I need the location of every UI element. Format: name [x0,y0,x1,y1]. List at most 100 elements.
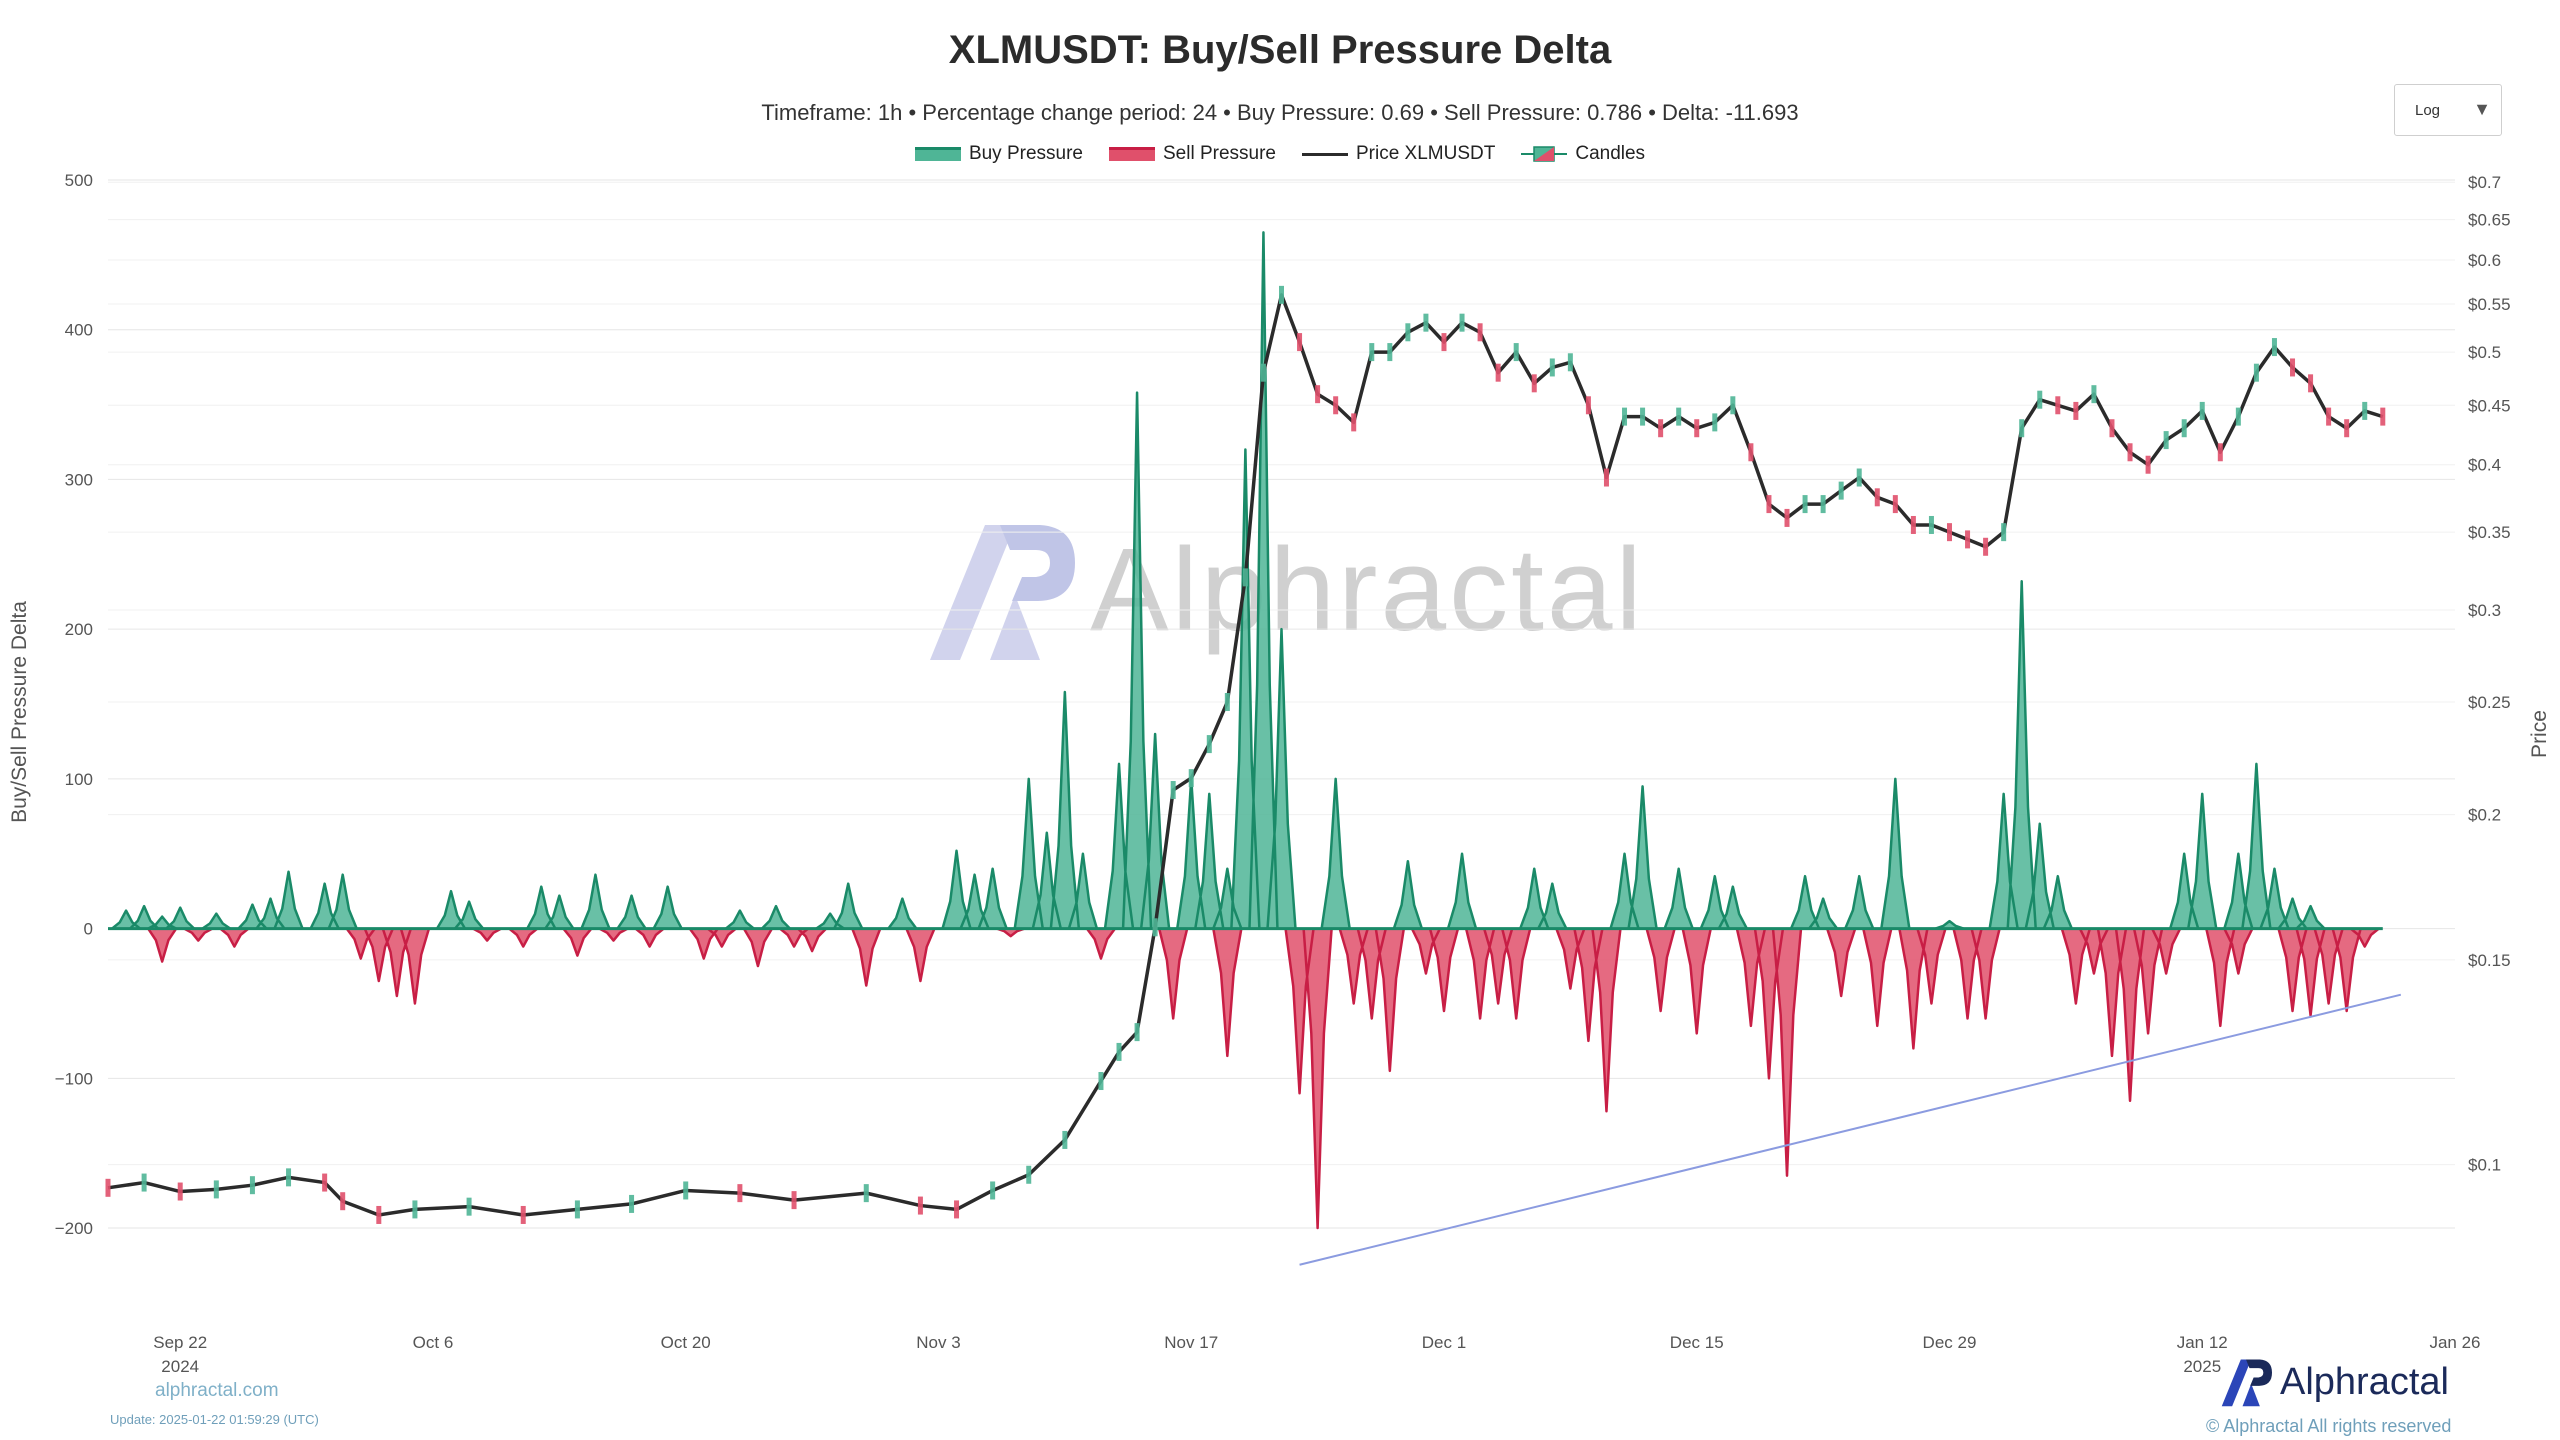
price-candle [2145,455,2151,474]
price-candle [1585,396,1591,415]
price-candle [1495,363,1501,382]
price-candle [1026,1165,1032,1184]
price-candle [2091,385,2097,404]
right-tick-label: $0.55 [2468,295,2511,314]
price-candle [1802,495,1808,514]
price-candle [249,1176,255,1195]
price-candle [1387,343,1393,362]
price-candle [2217,443,2223,462]
price-candle [2037,390,2043,409]
watermark: Alphractal [920,515,1645,665]
price-candle [2362,401,2368,420]
price-candle [2019,419,2025,438]
update-timestamp: Update: 2025-01-22 01:59:29 (UTC) [110,1412,319,1427]
x-tick-label: Dec 1 [1422,1333,1466,1352]
price-candle [520,1205,526,1224]
price-candle [1062,1130,1068,1149]
price-candle [1351,413,1357,432]
price-candle [2055,396,2061,415]
price-candle [1531,374,1537,393]
right-tick-label: $0.7 [2468,173,2501,192]
price-candle [1622,407,1628,426]
buy-pressure-area-outline [111,231,2326,930]
right-tick-label: $0.1 [2468,1156,2501,1175]
price-candle [917,1196,923,1215]
left-tick-label: 0 [84,920,93,939]
price-candle [1315,385,1321,404]
brand-text: Alphractal [2280,1360,2449,1403]
price-candle [1892,495,1898,514]
price-candle [1856,468,1862,487]
left-tick-label: −200 [55,1219,93,1238]
left-axis-ticks: 500 400 300 200 100 0 −100 −200 [55,171,93,1238]
price-candle [322,1173,328,1192]
legend-item-buy[interactable]: Buy Pressure [914,143,1083,165]
price-candle [1567,353,1573,372]
chart-legend: Buy Pressure Sell Pressure Price XLMUSDT… [0,143,2560,165]
price-candle [1549,358,1555,377]
candle-icon [1521,146,1568,162]
price-candle [1116,1042,1122,1061]
left-tick-label: −100 [55,1069,93,1088]
chevron-down-icon: ▼ [2473,99,2491,119]
price-candle [2271,338,2277,357]
left-tick-label: 500 [65,171,93,190]
price-candle [954,1200,960,1219]
legend-label-price: Price XLMUSDT [1355,143,1496,164]
x-tick-label: Sep 22 [153,1333,207,1352]
price-candle [1134,1023,1140,1042]
x-tick-label: Dec 15 [1670,1333,1724,1352]
price-candle [1676,407,1682,426]
price-candle [376,1205,382,1224]
legend-label-buy: Buy Pressure [968,143,1083,164]
scale-select-value: Log [2415,101,2441,119]
price-candle [1513,343,1519,362]
price-candle [340,1192,346,1211]
scale-select[interactable]: Log ▼ [2394,84,2502,136]
price-candle [1098,1072,1104,1091]
sell-pressure-area-outline [147,927,2380,1230]
alphractal-logo-icon [930,525,1075,660]
right-axis-ticks: $0.7 $0.65 $0.6 $0.55 $0.5 $0.45 $0.4 $0.35 $0.3… [2468,173,2511,1174]
price-candle [2073,401,2079,420]
y-axis-label-right: Price [2528,710,2551,758]
price-candle [1983,537,1989,556]
price-candle [863,1184,869,1203]
price-candle [2344,419,2350,438]
right-tick-label: $0.45 [2468,396,2511,415]
price-candle [2163,431,2169,450]
right-tick-label: $0.4 [2468,456,2501,475]
legend-item-candles[interactable]: Candles [1521,143,1645,165]
price-candle [2109,419,2115,438]
price-candle [1694,419,1700,438]
legend-item-price[interactable]: Price XLMUSDT [1301,143,1496,165]
price-candle [2235,407,2241,426]
price-candle [1188,769,1194,788]
price-candle [1279,285,1284,304]
right-tick-label: $0.5 [2468,343,2501,362]
price-candle [629,1194,635,1213]
price-candle [990,1181,996,1200]
brand-logo[interactable]: Alphractal [2218,1356,2449,1408]
price-candle [466,1197,472,1216]
legend-item-sell[interactable]: Sell Pressure [1108,143,1276,165]
price-candle [1784,508,1790,527]
price-candle [1441,333,1447,352]
pressure-areas [108,231,2383,1230]
price-candle [1206,735,1212,754]
x-axis-ticks: Sep 22 2024 Oct 6 Oct 20 Nov 3 Nov 17 Dec 1 Dec… [153,1333,2480,1376]
x-tick-label: Jan 12 [2177,1333,2228,1352]
price-series [105,285,2386,1224]
price-candle [1459,313,1465,332]
right-tick-label: $0.35 [2468,523,2511,542]
y-axis-label-left: Buy/Sell Pressure Delta [8,601,31,823]
price-candle [2253,363,2259,382]
site-link[interactable]: alphractal.com [155,1380,279,1401]
price-candle [1965,530,1971,549]
left-tick-label: 100 [65,770,93,789]
price-candle [1152,918,1158,937]
price-candle [1658,419,1664,438]
price-candle [2290,358,2296,377]
price-candle [1242,568,1248,587]
x-tick-label: Dec 29 [1923,1333,1977,1352]
